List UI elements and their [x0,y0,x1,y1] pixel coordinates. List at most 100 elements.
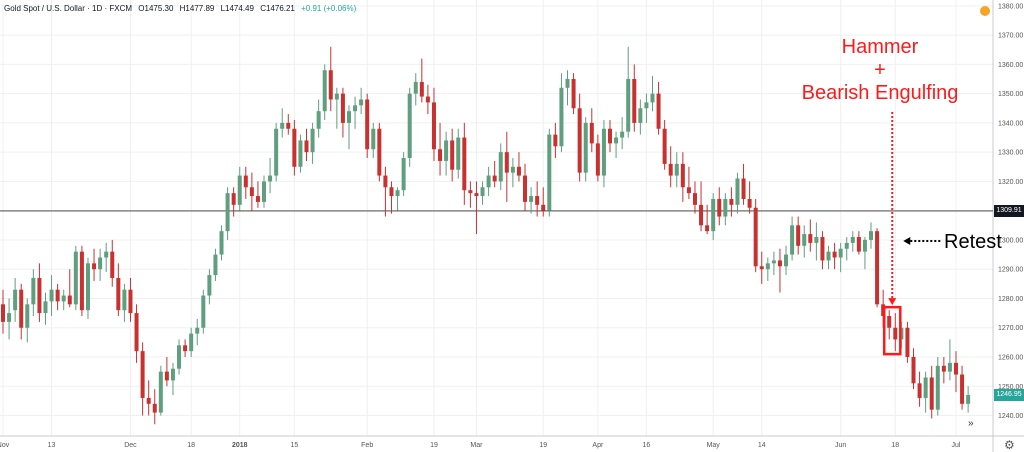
low-value: L1474.49 [220,4,254,13]
scroll-right-icon[interactable]: » [968,418,974,429]
candle-bull [61,295,66,302]
candle-bull [614,137,619,144]
candle-bull [826,251,831,261]
candle-bear [759,266,764,270]
candle-bear [340,93,345,123]
alert-icon[interactable] [980,6,990,16]
candle-bear [753,207,758,267]
candle-bear [699,204,704,226]
gear-icon[interactable]: ⚙ [1004,438,1015,452]
x-tick-label: 13 [48,442,56,449]
candle-bear [116,277,121,311]
x-tick-label: Feb [361,442,373,449]
candle-bull [802,234,807,246]
candle-bear [425,96,430,103]
candle-bear [474,193,479,197]
candle-bull [7,313,12,322]
candle-bear [893,327,898,340]
candle-bull [195,327,200,334]
candle-bull [413,81,418,94]
y-tick-label: 1280.00 [998,296,1023,303]
candle-bear [595,143,600,176]
x-tick-label: 14 [758,442,766,449]
candle-bull [480,187,485,197]
candle-bear [887,316,892,328]
candle-bull [814,237,819,243]
candle-bull [771,260,776,264]
candle-bull [85,263,90,311]
x-tick-label: Dec [124,442,137,449]
candle-bear [419,81,424,97]
candle-bear [183,345,188,352]
candle-bear [553,134,558,147]
annotation-retest: Retest [944,231,1002,253]
candle-bear [929,377,934,410]
y-tick-label: 1360.00 [998,62,1023,69]
candle-bull [935,365,940,410]
level-price-label: 1309.91 [994,204,1024,217]
y-tick-label: 1330.00 [998,150,1023,157]
x-tick-label: Jul [952,442,961,449]
candle-bear [820,237,825,261]
candle-bull [201,295,206,328]
candle-bull [73,251,78,305]
candle-bull [547,134,552,211]
candle-bear [146,397,151,404]
candle-bull [838,248,843,258]
candle-bear [383,175,388,188]
candle-bull [219,231,224,255]
symbol-title[interactable]: Gold Spot / U.S. Dollar · 1D · FXCM [4,4,133,13]
candle-bull [98,257,103,270]
candle-bull [626,79,631,132]
candle-bear [941,365,946,372]
candle-bear [717,198,722,217]
candle-bear [504,152,509,173]
candle-bear [905,327,910,357]
candle-bull [43,301,48,314]
y-tick-label: 1320.00 [998,179,1023,186]
pattern-highlight-box [882,305,902,356]
candle-bull [334,93,339,100]
x-tick-label: 15 [290,442,298,449]
candle-bull [158,371,163,413]
x-tick-label: 18 [891,442,899,449]
candle-bull [170,368,175,381]
x-tick-label: 18 [187,442,195,449]
last-price-label: 1246.95 [994,389,1024,402]
candle-bull [638,108,643,123]
candle-bull [565,79,570,88]
candle-bull [529,196,534,202]
candle-bull [189,333,194,352]
candle-bull [650,93,655,103]
candle-bear [431,102,436,150]
candle-bull [674,163,679,176]
candle-bear [523,175,528,202]
candle-bull [359,99,364,106]
candle-bear [389,187,394,197]
high-value: H1477.89 [179,4,215,13]
retest-arrow-head [903,237,911,245]
x-tick-label: Apr [592,442,604,449]
x-tick-label: 19 [430,442,438,449]
candle-bear [589,122,594,144]
candle-bear [231,193,236,205]
candle-bear [286,122,291,129]
candle-bear [656,93,661,129]
annotation-arrow-head [888,298,897,306]
candle-bear [741,178,746,199]
candle-bear [164,371,169,381]
candle-bull [966,395,971,404]
candle-bull [177,345,182,369]
candle-bear [832,251,837,258]
candle-bull [559,87,564,147]
candle-bear [79,251,84,311]
candle-bear [953,362,958,375]
candle-bear [777,260,782,267]
candle-bear [516,166,521,176]
change-value: +0.91 (+0.06%) [301,4,357,13]
candle-bull [371,128,376,150]
candle-bull [644,102,649,109]
candle-bear [1,304,5,322]
